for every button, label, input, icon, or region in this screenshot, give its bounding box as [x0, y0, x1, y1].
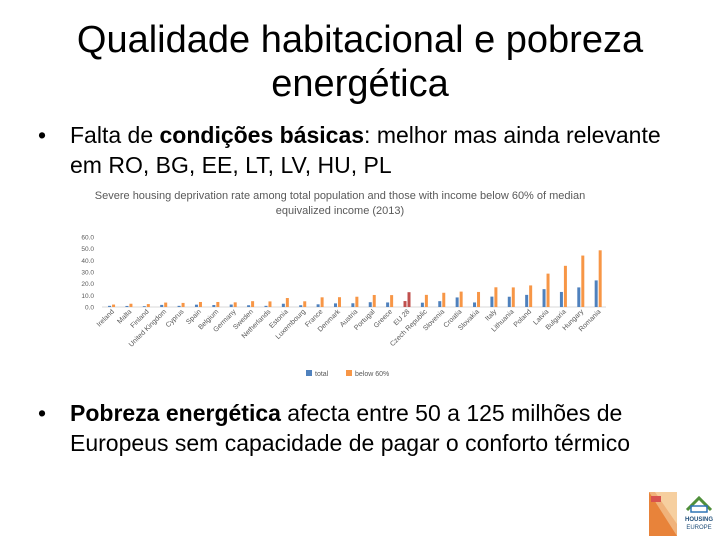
- bar-below60: [285, 298, 289, 307]
- bar-total: [525, 294, 529, 307]
- bar-below60: [477, 291, 481, 307]
- bar-total: [490, 296, 494, 307]
- bullet-energy-poverty: • Pobreza energética afecta entre 50 a 1…: [38, 398, 690, 458]
- bar-below60: [424, 294, 428, 307]
- bar-below60: [198, 301, 202, 307]
- partner-logo: [649, 492, 677, 536]
- y-tick-label: 50.0: [81, 246, 94, 253]
- bar-total: [299, 305, 303, 307]
- bullet1-text-start: Falta de: [70, 122, 160, 148]
- bullet2-text: afecta entre 50 a 125 milhões de Europeu…: [70, 400, 630, 456]
- x-tick-label: Greece: [373, 308, 394, 329]
- bar-total: [386, 302, 390, 307]
- bar-total: [125, 305, 129, 307]
- bullet1-bold: condições básicas: [159, 122, 365, 148]
- bar-below60: [494, 287, 498, 307]
- bar-below60: [581, 255, 585, 307]
- slide-title: Qualidade habitacional e pobreza energét…: [76, 19, 644, 105]
- logo-text-housing: HOUSING: [685, 517, 713, 523]
- chart-panel: Severe housing deprivation rate among to…: [68, 183, 612, 383]
- legend-label-below60: below 60%: [355, 371, 389, 378]
- bar-below60: [563, 265, 567, 307]
- x-tick-label: Cyprus: [165, 308, 186, 329]
- bar-total: [264, 305, 268, 307]
- bar-total: [247, 305, 251, 307]
- bar-total: [420, 302, 424, 307]
- y-tick-label: 20.0: [81, 281, 94, 288]
- x-tick-label: Ireland: [96, 308, 116, 328]
- bar-total: [473, 302, 477, 307]
- legend-label-total: total: [315, 371, 329, 378]
- bar-total: [177, 305, 181, 307]
- bar-below60: [216, 301, 220, 307]
- bar-total: [333, 303, 337, 307]
- bar-total: [368, 302, 372, 307]
- bar-below60: [390, 295, 394, 307]
- bar-below60: [337, 297, 341, 307]
- bullet1-text-end: : melhor mas ainda relevante em RO, BG, …: [70, 122, 661, 178]
- bar-below60: [459, 291, 463, 307]
- y-tick-label: 60.0: [81, 235, 94, 242]
- y-tick-label: 0.0: [85, 305, 94, 312]
- bar-total: [160, 304, 164, 307]
- bar-total: [455, 297, 459, 307]
- bar-total: [559, 291, 563, 307]
- bar-below60: [511, 287, 515, 307]
- bar-below60: [146, 304, 150, 307]
- bar-total: [194, 304, 198, 307]
- bar-total: [316, 304, 320, 307]
- bullet-dot: •: [38, 122, 47, 148]
- bar-below60: [303, 301, 307, 307]
- bar-below60: [112, 304, 116, 307]
- bar-below60: [598, 250, 602, 307]
- bar-below60: [546, 273, 550, 307]
- bar-below60: [268, 301, 272, 307]
- housing-europe-logo: HOUSING EUROPE: [685, 495, 713, 531]
- bar-below60: [320, 297, 324, 307]
- bar-total: [594, 280, 598, 307]
- x-tick-label: Poland: [513, 308, 533, 328]
- bar-below60: [529, 285, 533, 307]
- bar-below60: [233, 302, 237, 307]
- bullet-basic-conditions: • Falta de condições básicas: melhor mas…: [38, 120, 690, 180]
- bar-below60: [181, 302, 185, 307]
- logos: HOUSING EUROPE: [645, 488, 715, 538]
- bar-total: [542, 289, 546, 307]
- bar-total: [403, 301, 407, 307]
- bar-below60: [442, 292, 446, 307]
- x-tick-label: Italy: [484, 308, 498, 322]
- bar-total: [438, 301, 442, 307]
- y-tick-label: 40.0: [81, 258, 94, 265]
- bar-below60: [164, 302, 168, 307]
- bar-total: [212, 305, 216, 307]
- y-tick-label: 30.0: [81, 270, 94, 277]
- bullet2-bold: Pobreza energética: [70, 400, 281, 426]
- legend-swatch-below60: [346, 370, 352, 376]
- legend-swatch-total: [306, 370, 312, 376]
- bullet-dot: •: [38, 400, 47, 426]
- bar-below60: [251, 301, 255, 307]
- logo-text-europe: EUROPE: [686, 525, 711, 531]
- bar-total: [507, 296, 511, 307]
- bar-total: [142, 306, 146, 307]
- y-tick-label: 10.0: [81, 293, 94, 300]
- bar-total: [351, 303, 355, 307]
- bar-total: [108, 305, 112, 307]
- bar-below60: [372, 294, 376, 307]
- chart-title: Severe housing deprivation rate among to…: [94, 190, 586, 217]
- bar-below60: [407, 292, 411, 307]
- logo-graphics: HOUSING EUROPE: [649, 492, 713, 536]
- bar-total: [577, 287, 581, 307]
- bar-total: [229, 304, 233, 307]
- bar-below60: [355, 296, 359, 307]
- bar-below60: [129, 303, 133, 307]
- bar-total: [281, 303, 285, 307]
